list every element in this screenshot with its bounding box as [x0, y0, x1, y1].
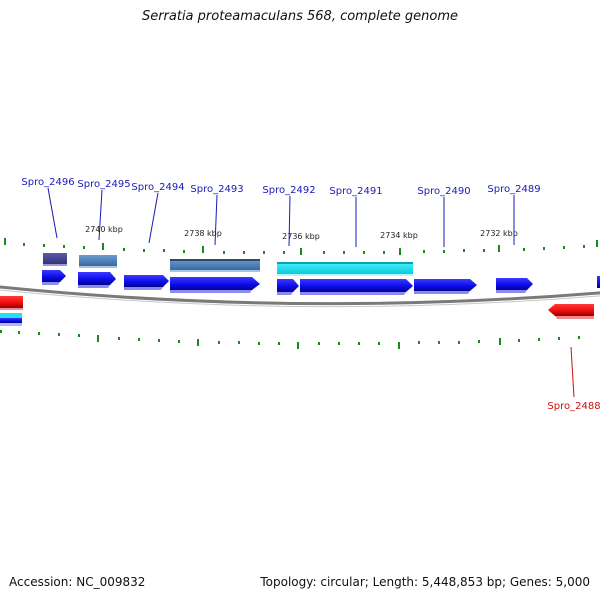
gene-label[interactable]: Spro_2488 — [547, 401, 600, 412]
gene-arrow-reverse[interactable] — [548, 304, 594, 319]
gene-label[interactable]: Spro_2493 — [190, 184, 243, 195]
upper-tick-row — [4, 238, 598, 255]
kbp-label: 2740 kbp — [85, 225, 123, 234]
kbp-label: 2734 kbp — [380, 231, 418, 240]
feature-block[interactable] — [79, 255, 117, 268]
kbp-label: 2738 kbp — [184, 229, 222, 238]
gene-arrow-forward[interactable] — [277, 279, 299, 295]
gene-arrow-forward[interactable] — [124, 275, 169, 290]
gene-label[interactable]: Spro_2491 — [329, 186, 382, 197]
accession-label: Accession: NC_009832 — [9, 575, 146, 589]
gene-arrow-forward[interactable] — [597, 276, 600, 288]
kbp-label: 2732 kbp — [480, 229, 518, 238]
gene-label[interactable]: Spro_2492 — [262, 185, 315, 196]
label-leader-lines — [47, 187, 575, 398]
gene-arrow-reverse[interactable] — [0, 296, 23, 310]
lower-tick-row — [0, 330, 580, 349]
gene-arrow-forward[interactable] — [300, 279, 413, 295]
feature-block[interactable] — [170, 259, 260, 272]
kbp-label: 2736 kbp — [282, 232, 320, 241]
gene-label[interactable]: Spro_2489 — [487, 184, 540, 195]
gene-arrow-forward[interactable] — [414, 279, 477, 294]
gene-arrow-forward[interactable] — [42, 270, 66, 285]
genome-backbone — [0, 285, 600, 306]
gene-arrow-forward[interactable] — [496, 278, 533, 293]
gene-arrow-forward[interactable] — [78, 272, 116, 288]
genome-summary-label: Topology: circular; Length: 5,448,853 bp… — [260, 575, 590, 589]
gene-label[interactable]: Spro_2496 — [21, 177, 74, 188]
gene-label[interactable]: Spro_2490 — [417, 186, 470, 197]
gene-label[interactable]: Spro_2494 — [131, 182, 184, 193]
feature-block[interactable] — [0, 313, 22, 326]
feature-block[interactable] — [43, 253, 67, 266]
feature-block[interactable] — [277, 262, 413, 276]
gene-label[interactable]: Spro_2495 — [77, 179, 130, 190]
genome-title: Serratia proteamaculans 568, complete ge… — [141, 9, 459, 24]
gene-arrow-forward[interactable] — [170, 277, 260, 293]
